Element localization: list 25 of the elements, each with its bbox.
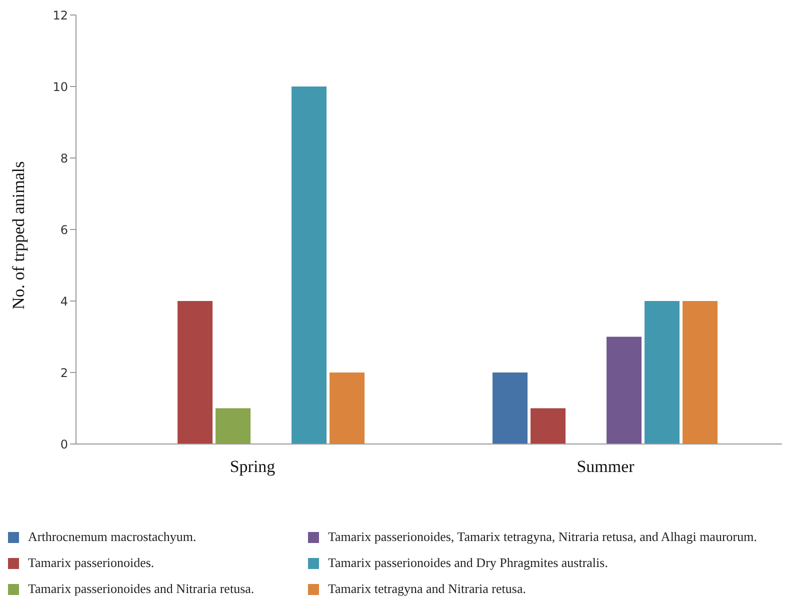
bar (216, 408, 251, 444)
bar (292, 86, 327, 444)
bar (682, 301, 718, 444)
y-tick-label: 0 (60, 437, 68, 452)
y-tick-label: 4 (60, 294, 68, 308)
bar (644, 301, 680, 444)
y-tick-label: 8 (60, 151, 68, 166)
bar (330, 372, 365, 444)
y-axis-title: No. of trpped animals (9, 161, 28, 310)
legend-label: Tamarix passerionoides, Tamarix tetragyna, Nitraria retusa, and Alhagi maurorum. (328, 529, 757, 545)
bar (492, 372, 528, 444)
bar (530, 408, 566, 444)
legend-label: Tamarix passerionoides and Nitraria retusa. (28, 581, 254, 597)
legend-label: Tamarix tetragyna and Nitraria retusa. (328, 581, 526, 597)
bar (606, 336, 642, 444)
y-tick-label: 12 (52, 8, 68, 22)
y-tick-label: 10 (52, 80, 68, 94)
legend-label: Arthrocnemum macrostachyum. (28, 529, 196, 545)
legend-label: Tamarix passerionoides. (28, 555, 154, 571)
x-tick-label: Summer (576, 457, 635, 476)
legend-label: Tamarix passerionoides and Dry Phragmites australis. (328, 555, 608, 571)
y-tick-label: 6 (60, 222, 68, 237)
y-tick-label: 2 (60, 366, 68, 380)
bar (178, 301, 213, 444)
x-tick-label: Spring (230, 457, 276, 476)
